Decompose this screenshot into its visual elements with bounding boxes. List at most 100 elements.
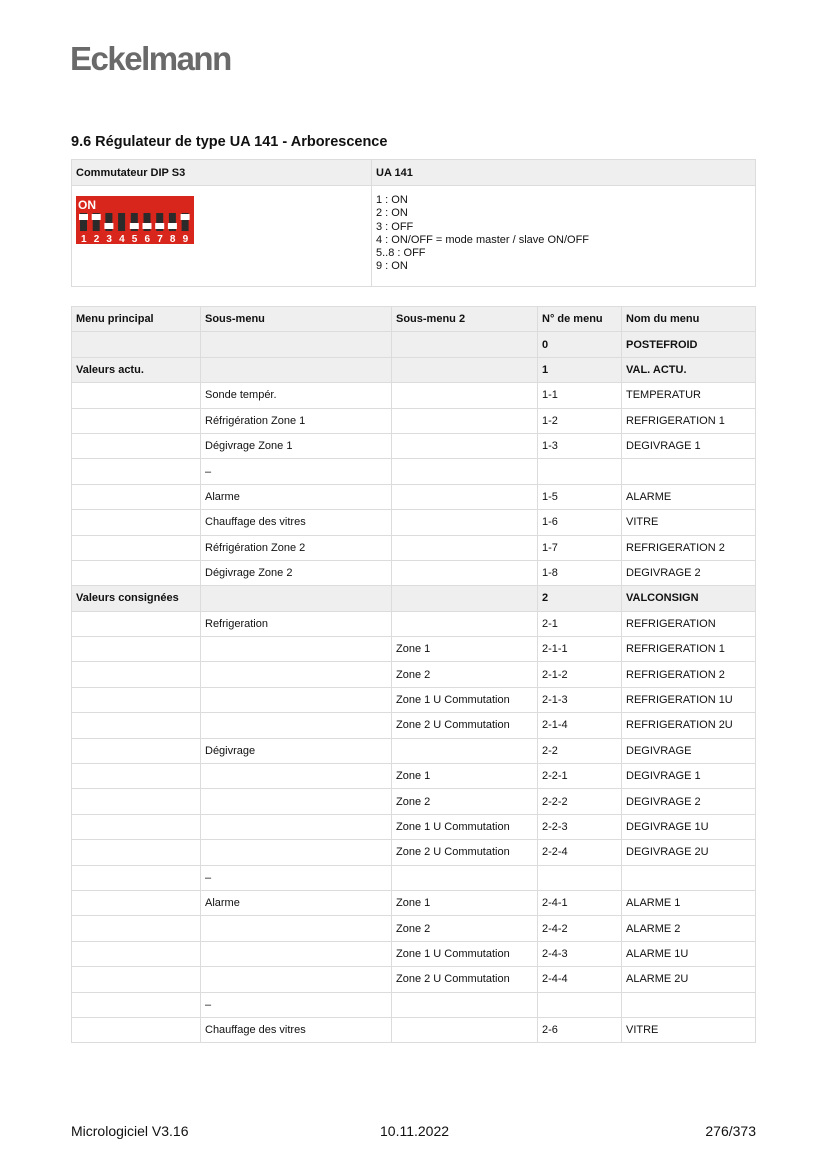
table-cell (71, 687, 201, 714)
table-cell: POSTEFROID (621, 331, 756, 358)
table-row: Dégivrage 2-2 DEGIVRAGE (71, 737, 756, 765)
dip-number: 9 (183, 234, 189, 245)
dip-setting-line: 9 : ON (376, 260, 408, 273)
dip-settings: 1 : ON 2 : ON 3 : OFF 4 : ON/OFF = mode mas… (371, 185, 756, 287)
table-cell: Zone 2 (391, 788, 538, 815)
column-header: N° de menu (537, 305, 622, 333)
table-cell (391, 534, 538, 561)
dip-switch-3 (105, 213, 113, 231)
table-cell (200, 661, 392, 688)
dip-switch-image: ON 1 2 3 4 5 6 7 8 9 (76, 196, 194, 245)
table-cell (391, 407, 538, 434)
table-cell: REFRIGERATION 1 (621, 636, 756, 663)
table-cell (71, 966, 201, 993)
table-cell: 1 (537, 356, 622, 384)
table-cell (537, 458, 622, 485)
table-cell: 2-2 (537, 737, 622, 765)
table-row: Zone 2 U Commutation 2-1-4 REFRIGERATION 2… (71, 712, 756, 739)
table-cell (71, 890, 201, 917)
table-cell: DEGIVRAGE 2U (621, 839, 756, 866)
table-cell (71, 814, 201, 841)
table-cell: 1-2 (537, 407, 622, 434)
table-cell (200, 331, 392, 358)
table-cell: 2-1-4 (537, 712, 622, 739)
footer-firmware: Micrologiciel V3.16 (71, 1123, 189, 1139)
table-cell (200, 966, 392, 993)
table-cell (391, 509, 538, 536)
dip-setting-line: 1 : ON (376, 194, 408, 206)
dip-on-label: ON (78, 198, 96, 212)
table-cell: DEGIVRAGE 2 (621, 788, 756, 815)
dip-switch-6 (143, 213, 151, 231)
table-cell: Zone 1 (391, 763, 538, 790)
table-cell: REFRIGERATION 1U (621, 686, 756, 714)
table-row: Zone 1 U Commutation 2-1-3 REFRIGERATION 1… (71, 686, 756, 714)
table-cell (71, 941, 201, 968)
table-row: Dégivrage Zone 1 1-3 DEGIVRAGE 1 (71, 432, 756, 460)
table-cell (200, 915, 392, 942)
table-cell: Valeurs actu. (71, 356, 201, 384)
dip-number: 4 (119, 234, 125, 245)
section-heading: 9.6 Régulateur de type UA 141 - Arboresc… (71, 134, 388, 150)
table-cell: 2-4-2 (537, 915, 622, 942)
table-cell (200, 356, 392, 384)
table-cell: 1-8 (537, 559, 622, 587)
table-row: Zone 2 2-1-2 REFRIGERATION 2 (71, 661, 756, 688)
table-cell: 1-7 (537, 534, 622, 561)
table-cell (71, 661, 201, 688)
table-cell (71, 408, 201, 434)
table-row: Zone 2 U Commutation 2-4-4 ALARME 2U (71, 966, 756, 993)
table-cell: Refrigeration (200, 610, 392, 638)
table-cell: REFRIGERATION (621, 610, 756, 638)
table-cell (71, 865, 201, 891)
table-cell: 2 (537, 585, 622, 612)
table-cell (71, 433, 201, 460)
table-row: Zone 1 U Commutation 2-4-3 ALARME 1U (71, 940, 756, 968)
table-cell: VALCONSIGN (621, 585, 756, 612)
table-cell (200, 941, 392, 968)
dip-switch-5 (130, 213, 138, 231)
table-cell (391, 382, 538, 409)
table-cell (71, 915, 201, 942)
column-header: Menu principal (71, 305, 201, 333)
table-row: Chauffage des vitres 2-6 VITRE (71, 1016, 756, 1044)
table-cell: Alarme (200, 889, 392, 917)
dip-switch-4 (118, 213, 126, 231)
table-row: Sonde tempér. 1-1 TEMPERATUR (71, 382, 756, 409)
dip-setting-line: 5..8 : OFF (376, 247, 426, 260)
table-cell (71, 788, 201, 815)
dip-number: 1 (81, 234, 87, 245)
table-cell (71, 763, 201, 790)
table-cell: DEGIVRAGE 1 (621, 432, 756, 460)
table-row: Zone 2 U Commutation 2-2-4 DEGIVRAGE 2U (71, 839, 756, 866)
table-row: Valeurs actu. 1 VAL. ACTU. (71, 356, 756, 384)
table-row: Valeurs consignées 2 VALCONSIGN (71, 585, 756, 612)
column-header: Sous-menu 2 (391, 305, 538, 333)
table-cell: 2-6 (537, 1016, 622, 1044)
table-cell (391, 458, 538, 485)
table-row: Zone 1 2-1-1 REFRIGERATION 1 (71, 636, 756, 663)
table-cell (391, 432, 538, 460)
table-cell (391, 356, 538, 384)
table-cell (621, 458, 756, 485)
table-cell: TEMPERATUR (621, 382, 756, 409)
table-cell: VAL. ACTU. (621, 356, 756, 384)
table-cell (71, 484, 201, 511)
table-cell (391, 991, 538, 1018)
dip-slider-3 (104, 223, 114, 229)
ua-header: UA 141 (371, 159, 756, 186)
table-cell (71, 535, 201, 561)
table-cell: ALARME 2U (621, 966, 756, 993)
table-cell: Zone 2 U Commutation (391, 712, 538, 739)
table-cell: 2-2-1 (537, 763, 622, 790)
dip-slider-8 (167, 223, 177, 229)
table-cell (71, 560, 201, 587)
table-cell: ALARME 2 (621, 915, 756, 942)
dip-switch-table: Commutateur DIP S3 UA 141 ON 1 2 3 4 5 6 7 8 9 1 :… (71, 159, 756, 287)
table-cell: Dégivrage (200, 737, 392, 765)
table-row: Chauffage des vitres 1-6 VITRE (71, 509, 756, 536)
table-cell: 2-4-3 (537, 940, 622, 968)
dip-slider-1 (79, 214, 88, 220)
column-header: Sous-menu (200, 305, 392, 333)
